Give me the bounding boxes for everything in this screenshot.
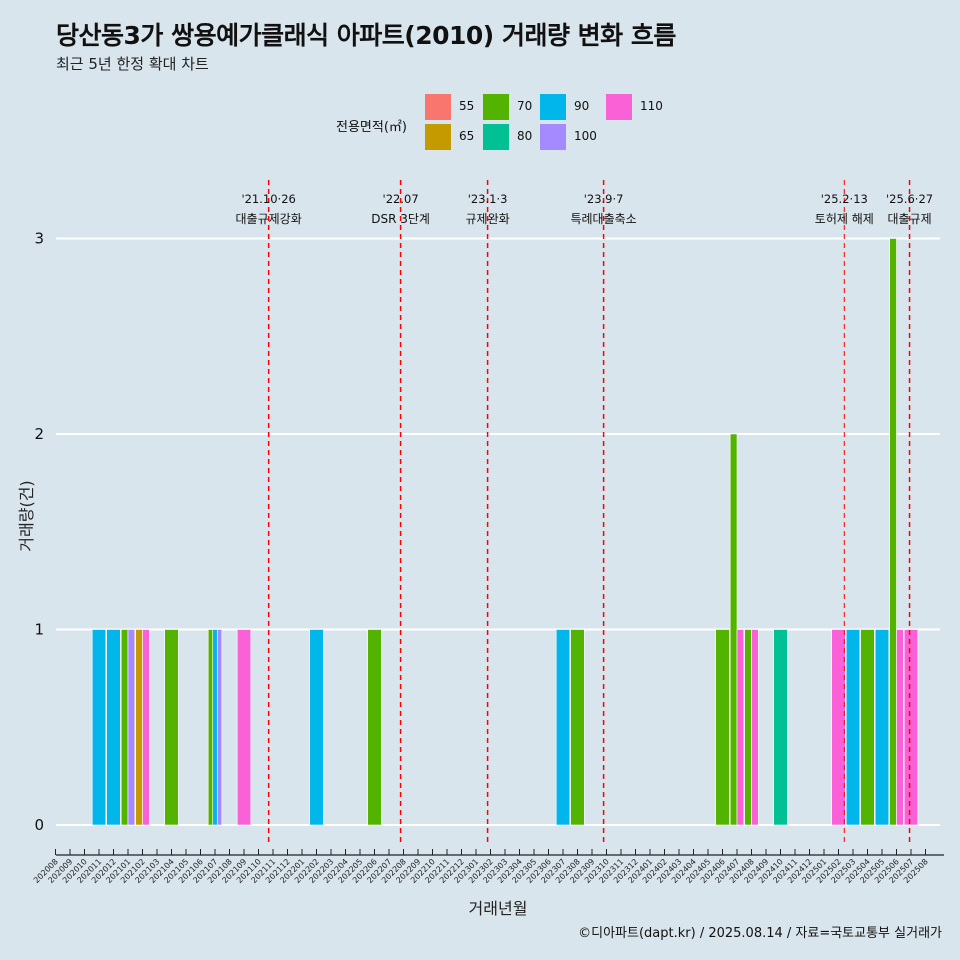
y-tick-label: 2: [34, 425, 44, 443]
bar-202505-90: [874, 629, 890, 826]
legend-item-65: 65: [425, 122, 515, 150]
bar-202410-80: [773, 629, 788, 826]
event-date-label: '21.10·26: [241, 192, 295, 206]
bar-202104-70: [164, 629, 179, 826]
y-axis-title: 거래량(건): [17, 480, 36, 551]
bar-202406-70: [715, 629, 730, 826]
bar-202408-70: [744, 629, 752, 826]
bar-202307-90: [555, 629, 571, 826]
event-label: 대출규제강화: [236, 212, 302, 226]
y-tick-label: 1: [34, 621, 44, 639]
event-date-label: '25.6·27: [886, 192, 933, 206]
grid-lines: [56, 237, 940, 826]
event-markers: '21.10·26 대출규제강화 '22.07 DSR 3단계 '23.1·3 규제완화 '…: [236, 180, 933, 842]
y-tick-label: 3: [34, 230, 44, 248]
legend-label: 90: [574, 99, 590, 113]
legend-label: 55: [459, 99, 475, 113]
x-axis: 2020082020092020102020112020122021012021…: [32, 849, 944, 885]
legend-swatch: [425, 94, 451, 120]
legend-item-55: 55: [425, 92, 515, 120]
legend-swatch: [483, 94, 509, 120]
bars: [91, 238, 919, 826]
bar-202102-65: [135, 629, 143, 826]
event-date-label: '25.2·13: [821, 192, 868, 206]
legend-title: 전용면적(㎡): [336, 120, 407, 135]
event-label: 토허제 해제: [815, 212, 874, 226]
bar-202107-100: [216, 629, 223, 826]
bar-202502-110: [831, 629, 846, 826]
bar-202102-110: [142, 629, 150, 826]
legend-swatch: [606, 94, 632, 120]
source-caption: ©디아파트(dapt.kr) / 2025.08.14 / 자료=국토교통부 실…: [578, 926, 942, 941]
bar-202202-90: [309, 629, 324, 826]
bar-202504-70: [860, 629, 875, 826]
legend-item-110: 110: [606, 92, 696, 120]
event-date-label: '23.9·7: [584, 192, 624, 206]
legend-label: 65: [459, 129, 475, 143]
legend-swatch: [540, 124, 566, 150]
y-tick-label: 0: [34, 816, 44, 834]
bar-202506-110: [896, 629, 904, 826]
bar-202107-90: [212, 629, 218, 826]
bar-202506-70: [889, 238, 897, 826]
legend-label: 110: [640, 99, 663, 113]
event-label: 대출규제: [887, 212, 931, 226]
legend-swatch: [540, 94, 566, 120]
legend-item-70: 70: [483, 92, 573, 120]
bar-202507-110: [903, 629, 919, 826]
legend-swatch: [425, 124, 451, 150]
bar-202408-110: [751, 629, 759, 826]
y-axis: 0 1 2 3: [34, 230, 44, 835]
bar-202407-110: [736, 629, 745, 826]
bar-202407-70: [729, 433, 738, 826]
legend-item-90: 90: [540, 92, 630, 120]
bar-202101-70: [120, 629, 129, 826]
chart-subtitle: 최근 5년 한정 확대 차트: [56, 55, 209, 73]
bar-202012-90: [106, 629, 121, 826]
bar-202206-70: [367, 629, 382, 826]
bar-202109-110: [236, 629, 252, 826]
legend: 전용면적(㎡) 55 65 70 80 90 100 110: [330, 92, 690, 152]
event-label: DSR 3단계: [371, 212, 430, 226]
bar-202503-90: [845, 629, 861, 826]
event-label: 규제완화: [466, 212, 510, 226]
legend-swatch: [483, 124, 509, 150]
legend-label: 80: [517, 129, 533, 143]
legend-label: 100: [574, 129, 597, 143]
bar-202107-70: [207, 629, 214, 826]
bar-202308-70: [570, 629, 585, 826]
legend-item-100: 100: [540, 122, 630, 150]
bar-202101-100: [127, 629, 136, 826]
event-date-label: '23.1·3: [468, 192, 508, 206]
legend-item-80: 80: [483, 122, 573, 150]
chart-title: 당산동3가 쌍용예가클래식 아파트(2010) 거래량 변화 흐름: [56, 21, 676, 50]
event-label: 특례대출축소: [570, 212, 636, 226]
legend-label: 70: [517, 99, 533, 113]
x-axis-title: 거래년월: [469, 899, 528, 918]
bar-202011-90: [91, 629, 107, 826]
event-date-label: '22.07: [383, 192, 419, 206]
